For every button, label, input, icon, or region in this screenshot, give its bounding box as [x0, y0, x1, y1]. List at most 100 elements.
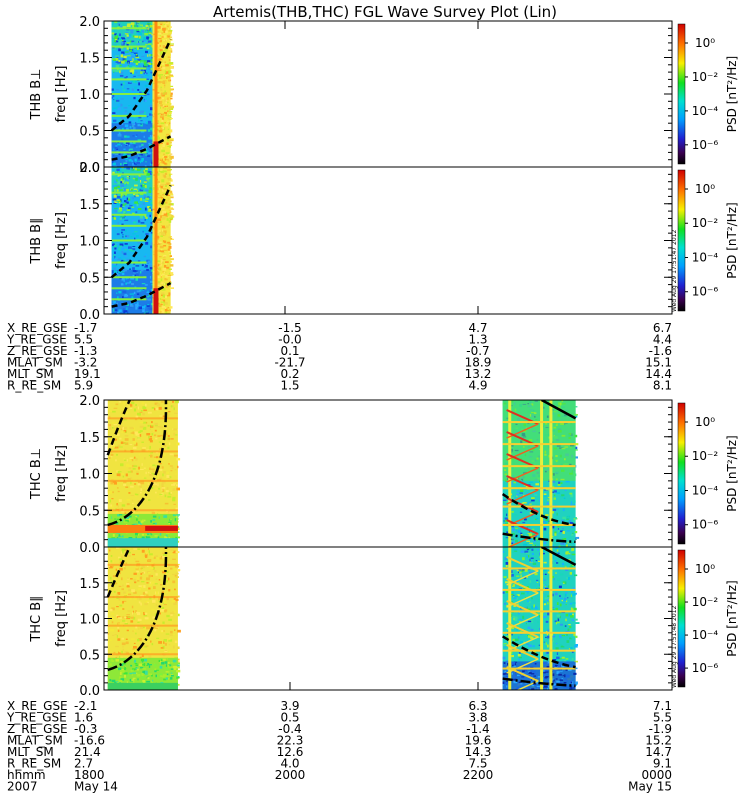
gyrofrequency-line	[107, 400, 168, 527]
orbit-row-label: X_RE_GSE	[7, 321, 68, 335]
orbit-value: 4.9	[468, 379, 487, 393]
colorbar-tick-label: 10⁰	[695, 415, 715, 429]
orbit-value: 2000	[275, 768, 306, 782]
orbit-value: -0.3	[74, 722, 97, 736]
colorbar-tick-label: 10⁻²	[692, 70, 719, 84]
spectrogram-panel-4: 0.0 0.5 1.0 1.5 THC B∥ freq [Hz] 10⁰ 10⁻² 10⁻⁴ 10…	[29, 546, 739, 699]
colorbar-tick-label: 10⁻⁶	[692, 661, 719, 675]
psd-stripe	[506, 511, 539, 527]
harmonic-line	[111, 93, 147, 95]
orbit-value: 1.5	[280, 379, 299, 393]
gyrofrequency-line	[502, 532, 576, 544]
harmonic-line	[111, 78, 147, 81]
psd-stripe	[506, 614, 539, 630]
orbit-table: X_RE_GSE -1.7 -1.5 4.7 6.7 Y_RE_GSE 5.5 -0.0 1.3…	[6, 321, 672, 393]
colorbar	[677, 402, 686, 545]
orbit-value: 12.6	[277, 745, 304, 759]
harmonic-line	[111, 191, 147, 194]
panel-label: THC B∥	[29, 595, 44, 642]
orbit-row-label: R_RE_SM	[7, 379, 61, 393]
psd-stripe	[154, 21, 158, 167]
orbit-value: -2.1	[74, 699, 97, 713]
orbit-value: -1.7	[74, 321, 97, 335]
harmonic-line	[107, 624, 178, 627]
harmonic-line	[107, 596, 178, 599]
orbit-row-label: R_RE_SM	[7, 757, 61, 771]
psd-stripe	[549, 400, 553, 547]
colorbar-label: PSD [nT²/Hz]	[725, 56, 739, 132]
harmonic-line	[111, 213, 147, 216]
spectrogram-panel-2: 0.0 0.5 1.0 1.5 2.0 THB B∥ freq [Hz] 10⁰ 10⁻² 10⁻…	[29, 161, 739, 323]
y-axis-label: freq [Hz]	[54, 590, 69, 647]
orbit-value: 6.3	[468, 699, 487, 713]
harmonic-line	[111, 173, 147, 176]
y-tick-label: 0.0	[79, 308, 100, 323]
psd-stripe	[506, 570, 539, 586]
orbit-value: 2.7	[74, 757, 93, 771]
chart-title: Artemis(THB,THC) FGL Wave Survey Plot (L…	[213, 3, 557, 21]
orbit-row-label: X_RE_GSE	[7, 699, 68, 713]
colorbar-tick-label: 10⁻⁴	[692, 483, 719, 497]
orbit-table: X_RE_GSE -2.1 3.9 6.3 7.1 Y_RE_GSE 1.6 0.5 3.8 5.…	[6, 699, 672, 794]
psd-stripe	[549, 547, 553, 690]
psd-stripe	[506, 658, 539, 674]
gyrofrequency-line	[106, 547, 131, 598]
psd-stripe	[508, 547, 512, 690]
colorbar-tick-label: 10⁻²	[692, 216, 719, 230]
psd-stripe	[516, 680, 539, 690]
orbit-value: 5.5	[74, 333, 93, 347]
orbit-value: 13.2	[465, 367, 492, 381]
orbit-row-label: MLAT_SM	[7, 356, 63, 370]
gyrofrequency-line	[541, 400, 577, 420]
y-tick-label: 0.0	[79, 684, 100, 699]
gyrofrequency-line	[107, 547, 168, 672]
psd-stripe	[506, 600, 539, 616]
colorbar-tick-label: 10⁻⁶	[692, 518, 719, 532]
orbit-value: -1.6	[649, 344, 672, 358]
harmonic-line	[107, 417, 178, 420]
harmonic-line	[502, 631, 576, 634]
psd-stripe	[507, 533, 539, 547]
y-tick-label: 0.5	[79, 125, 100, 140]
psd-stripe	[506, 644, 539, 660]
end-date-label: May 15	[628, 780, 672, 794]
harmonic-line	[502, 421, 576, 424]
harmonic-line	[111, 67, 147, 70]
orbit-value: -1.9	[649, 722, 672, 736]
harmonic-line	[111, 298, 147, 301]
year-label: 2007	[7, 780, 38, 794]
harmonic-line	[502, 523, 576, 526]
psd-stripe	[506, 622, 539, 638]
colorbar-tick-label: 10⁻⁴	[692, 104, 719, 118]
harmonic-line	[502, 649, 576, 652]
y-tick-label: 1.0	[79, 613, 100, 628]
colorbar-tick-label: 10⁻⁴	[692, 250, 719, 264]
orbit-value: -0.7	[466, 344, 489, 358]
psd-stripe	[540, 400, 544, 547]
orbit-value: -1.3	[74, 344, 97, 358]
spectrogram-data	[110, 21, 174, 167]
colorbar-tick-label: 10⁻⁶	[692, 138, 719, 152]
orbit-value: 0.2	[280, 367, 299, 381]
orbit-value: -16.6	[74, 734, 105, 748]
orbit-row-label: Y_RE_GSE	[6, 333, 67, 347]
y-tick-label: 1.5	[79, 52, 100, 67]
gyrofrequency-line	[541, 547, 577, 566]
y-tick-label: 0.5	[79, 271, 100, 286]
psd-stripe	[540, 547, 544, 690]
orbit-value: 15.2	[645, 734, 672, 748]
psd-stripe	[506, 445, 539, 461]
orbit-row-label: Z_RE_GSE	[7, 722, 68, 736]
orbit-value: 7.1	[653, 699, 672, 713]
orbit-value: 14.3	[465, 745, 492, 759]
harmonic-line	[111, 276, 147, 279]
psd-stripe	[508, 400, 512, 547]
orbit-value: 14.7	[645, 745, 672, 759]
orbit-value: 14.4	[645, 367, 672, 381]
gyrofrequency-line	[110, 184, 172, 279]
harmonic-line	[502, 465, 576, 468]
psd-band	[145, 525, 178, 531]
orbit-value: -0.4	[278, 722, 301, 736]
orbit-value: 15.1	[645, 356, 672, 370]
harmonic-line	[111, 224, 147, 227]
